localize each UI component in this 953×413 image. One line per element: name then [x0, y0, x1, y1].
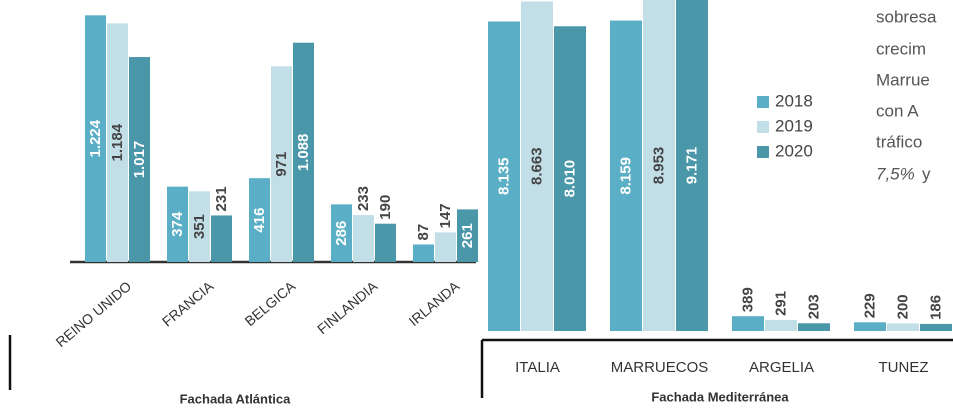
legend-label: 2019 [775, 116, 813, 135]
text-line: tráfico [876, 132, 922, 151]
x-tick-label: ARGELIA [749, 359, 814, 376]
x-tick-label: IRLANDA [406, 277, 463, 329]
value-label: 233 [355, 186, 372, 211]
value-label: 8.159 [617, 157, 634, 195]
chart-title: Fachada Mediterránea [651, 389, 789, 404]
bar [293, 42, 314, 263]
value-label: 1.184 [109, 123, 126, 161]
bar [676, 0, 708, 331]
bar [521, 1, 553, 331]
value-label: 9.171 [683, 147, 700, 185]
text-line: crecim [876, 39, 926, 58]
chart-title: Fachada Atlántica [180, 391, 292, 406]
legend-label: 2018 [775, 91, 813, 110]
bar [854, 322, 886, 331]
value-label: 1.224 [87, 119, 104, 157]
bar [85, 15, 106, 262]
text-line: Marrue [876, 70, 930, 89]
bar [488, 21, 520, 332]
value-label: 261 [459, 223, 476, 248]
value-label: 374 [169, 211, 186, 237]
bar [331, 204, 352, 262]
x-tick-label: MARRUECOS [611, 359, 709, 376]
bar [375, 223, 396, 262]
bar [167, 186, 188, 262]
value-label: 203 [805, 294, 822, 319]
value-label: 1.017 [131, 141, 148, 179]
x-tick-label: BELGICA [242, 277, 299, 329]
bar [107, 23, 128, 262]
legend-swatch [757, 121, 769, 133]
body-text: sobresa crecim Marrue con A tráfico 7,5%… [876, 7, 937, 183]
bar [211, 215, 232, 262]
bar [249, 178, 270, 262]
bar [271, 66, 292, 262]
legend-swatch [757, 146, 769, 158]
value-label: 229 [861, 293, 878, 318]
bar [129, 57, 150, 262]
bar [732, 316, 764, 331]
bar [189, 191, 210, 262]
bar [643, 0, 675, 332]
x-tick-label: FINLANDIA [314, 277, 381, 337]
bar [413, 244, 434, 262]
text-line: 7,5% [876, 164, 915, 183]
legend-swatch [757, 96, 769, 108]
value-label: 8.135 [495, 157, 512, 195]
text-line: con A [876, 101, 919, 120]
value-label: 291 [772, 291, 789, 316]
text-line: sobresa [876, 7, 937, 26]
value-label: 87 [415, 224, 432, 241]
value-label: 389 [739, 287, 756, 312]
bar [435, 232, 456, 262]
value-label: 8.010 [561, 160, 578, 198]
x-tick-label: FRANCIA [159, 277, 217, 329]
bar [554, 26, 586, 332]
value-label: 971 [273, 152, 290, 177]
x-tick-label: REINO UNIDO [53, 278, 135, 350]
value-label: 286 [333, 221, 350, 246]
bar [457, 209, 478, 262]
value-label: 147 [437, 203, 454, 228]
bar [765, 319, 797, 331]
value-label: 186 [927, 295, 944, 320]
bar [610, 20, 642, 331]
value-label: 351 [191, 214, 208, 239]
bar [353, 215, 374, 262]
text-line: y [922, 164, 931, 183]
value-label: 416 [251, 208, 268, 233]
value-label: 200 [894, 294, 911, 319]
x-tick-label: ITALIA [515, 359, 560, 376]
legend-label: 2020 [775, 141, 813, 160]
bar [920, 323, 952, 331]
value-label: 190 [377, 195, 394, 220]
value-label: 1.088 [295, 134, 312, 172]
bar [887, 323, 919, 331]
bar [798, 323, 830, 331]
value-label: 231 [213, 186, 230, 211]
x-tick-label: TUNEZ [879, 359, 929, 376]
value-label: 8.663 [528, 147, 545, 185]
value-label: 8.953 [650, 147, 667, 185]
